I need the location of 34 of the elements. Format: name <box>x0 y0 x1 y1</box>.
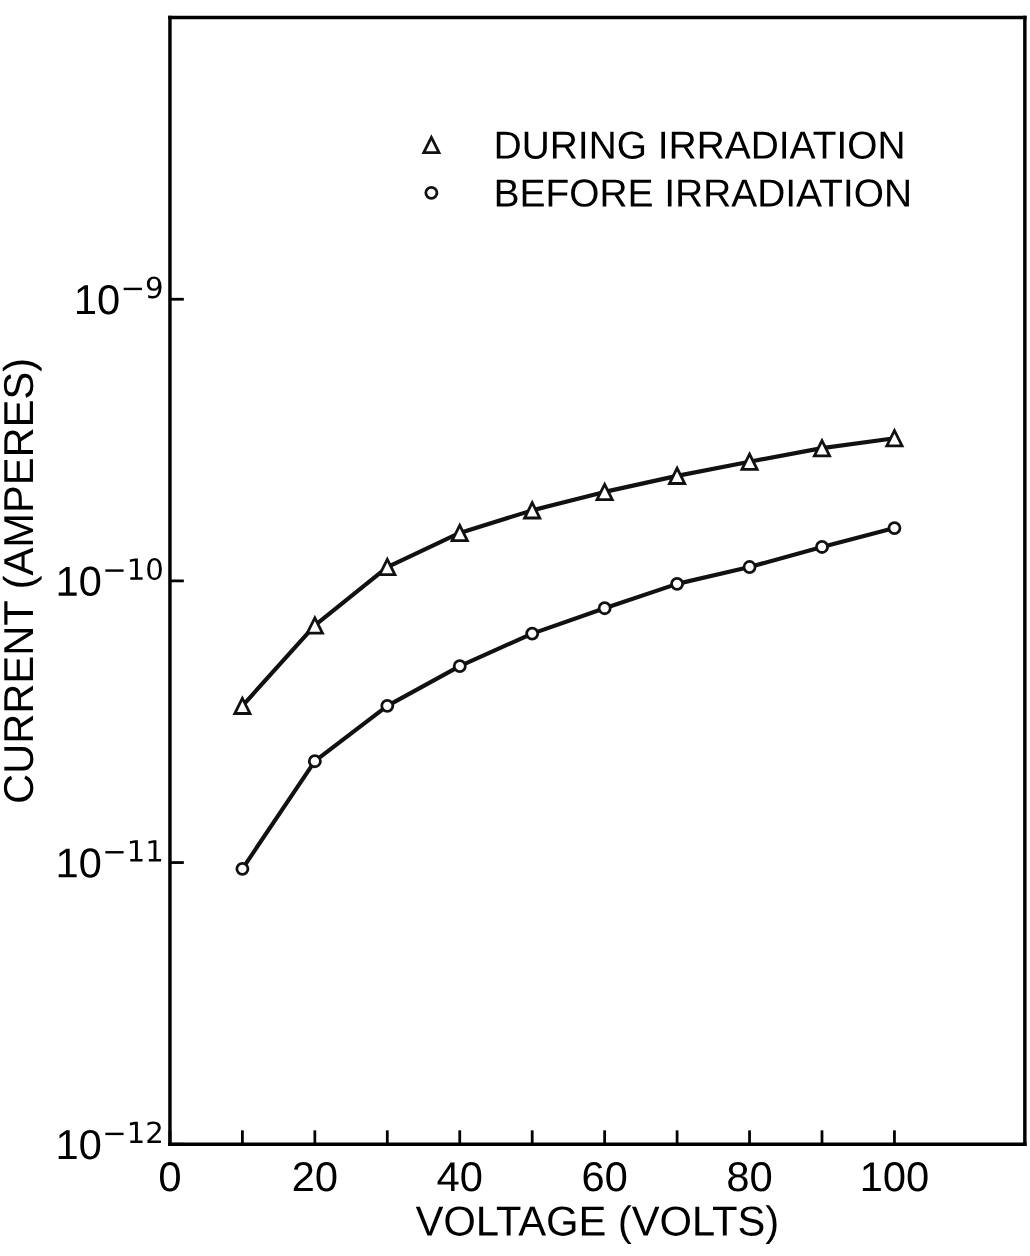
x-tick-label: 0 <box>159 1161 180 1192</box>
x-tick-label: 60 <box>583 1161 627 1192</box>
point <box>523 501 542 520</box>
legend-label: BEFORE IRRADIATION <box>496 179 909 207</box>
point <box>235 861 250 876</box>
point <box>525 626 540 641</box>
point <box>233 696 252 715</box>
y-tick-label: 10$^{−12}$ <box>58 1121 161 1160</box>
point <box>812 439 832 458</box>
point <box>815 539 829 554</box>
point <box>670 576 685 591</box>
x-axis-title: VOLTAGE (VOLTS) <box>415 1205 777 1245</box>
y-tick-label: 10$^{−10}$ <box>58 558 162 597</box>
point <box>595 482 614 501</box>
y-tick-label: 10$^{−9}$ <box>77 276 162 315</box>
point <box>740 452 759 471</box>
point <box>452 659 467 674</box>
x-tick-label: 80 <box>728 1161 772 1192</box>
x-tick-label: 20 <box>293 1161 337 1192</box>
point <box>742 560 757 574</box>
y-axis-title: CURRENT (AMPERES) <box>2 360 42 802</box>
point <box>887 521 902 536</box>
x-tick-label: 40 <box>437 1161 482 1192</box>
point <box>378 558 397 577</box>
point <box>380 698 395 713</box>
legend-label: DURING IRRADIATION <box>496 131 903 159</box>
x-tick-label: 100 <box>862 1161 928 1192</box>
point <box>668 466 687 485</box>
point <box>305 616 324 635</box>
y-tick-label: 10$^{−11}$ <box>58 840 162 878</box>
point <box>307 754 322 769</box>
point <box>885 429 904 448</box>
point <box>450 523 469 542</box>
point <box>597 601 612 616</box>
